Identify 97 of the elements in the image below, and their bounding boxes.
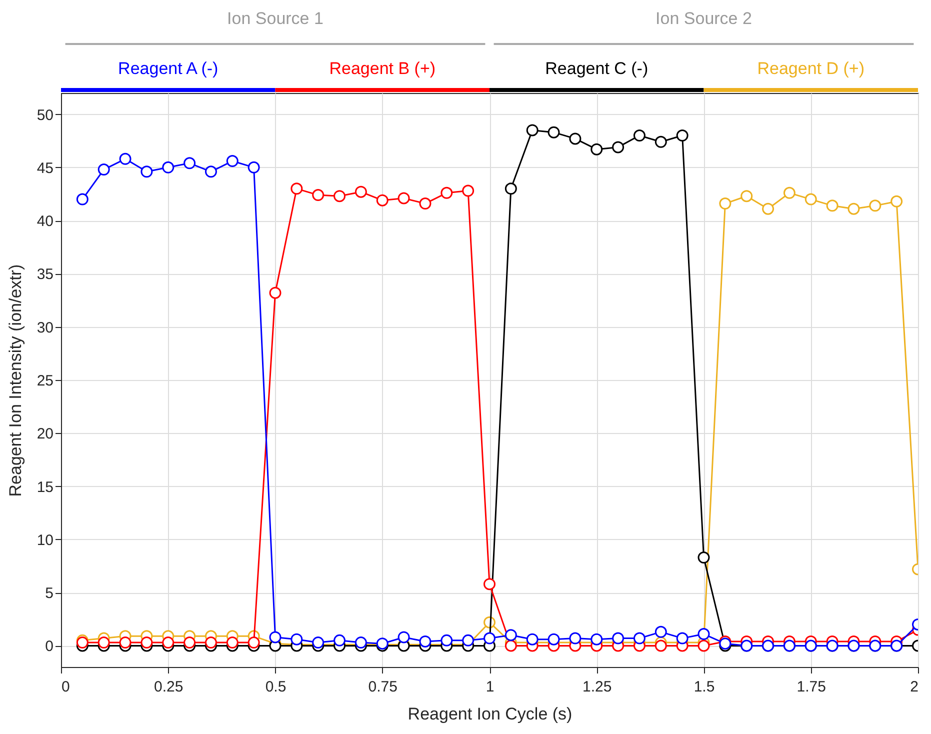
y-tick-label: 25 — [36, 372, 54, 390]
point — [698, 628, 710, 640]
point — [504, 640, 517, 652]
point — [440, 634, 453, 646]
point — [698, 640, 710, 652]
point — [569, 632, 582, 644]
x-tick-label: 2 — [910, 678, 918, 696]
y-tick-label: 5 — [45, 585, 54, 602]
point — [484, 632, 496, 644]
point — [312, 189, 324, 202]
point — [462, 184, 474, 197]
point — [204, 166, 217, 178]
point — [376, 194, 388, 206]
point — [269, 286, 282, 299]
point — [334, 634, 346, 646]
text: Reagent C (-) — [545, 59, 648, 78]
point — [140, 166, 153, 178]
point — [654, 626, 667, 638]
x-tick-label: 0.75 — [368, 678, 398, 696]
point — [354, 186, 367, 198]
point — [98, 636, 110, 649]
point — [676, 632, 688, 644]
point — [654, 640, 667, 652]
point — [440, 186, 453, 199]
y-tick-label: 35 — [36, 266, 54, 284]
point — [269, 631, 282, 644]
point — [504, 182, 517, 195]
point — [248, 636, 260, 649]
x-tick-label: 0.5 — [265, 678, 286, 696]
point — [98, 164, 110, 176]
x-tick-label: 0.25 — [154, 678, 184, 696]
point — [569, 132, 582, 145]
point — [526, 124, 538, 136]
point — [484, 578, 496, 590]
point — [140, 636, 153, 649]
point — [290, 182, 303, 195]
point — [76, 193, 88, 206]
point — [804, 193, 817, 206]
y-tick-label: 45 — [36, 160, 54, 177]
point — [184, 157, 196, 170]
point — [762, 202, 774, 215]
x-tick-label: 1.25 — [582, 678, 612, 696]
point — [590, 633, 603, 646]
point — [419, 198, 432, 210]
point — [548, 633, 560, 646]
point — [119, 152, 132, 165]
point — [612, 141, 624, 154]
point — [162, 636, 174, 649]
text: Reagent D (+) — [757, 59, 864, 78]
x-tick-label: 1 — [486, 678, 494, 696]
point — [226, 636, 238, 649]
y-tick-label: 0 — [45, 638, 54, 656]
point — [526, 633, 538, 646]
x-axis-title: Reagent Ion Cycle (s) — [408, 704, 572, 724]
point — [612, 632, 624, 644]
y-tick-label: 10 — [36, 532, 54, 549]
point — [890, 195, 903, 208]
point — [462, 634, 474, 646]
point — [398, 192, 410, 204]
y-tick-label: 30 — [36, 319, 54, 336]
point — [162, 161, 174, 174]
point — [76, 636, 88, 649]
x-tick-label: 0 — [62, 678, 70, 696]
text: Ion Source 1 — [227, 9, 324, 28]
point — [654, 136, 667, 148]
y-axis-title: Reagent Ion Intensity (ion/extr) — [6, 264, 25, 497]
point — [548, 126, 560, 138]
y-tick-label: 15 — [36, 478, 54, 496]
point — [419, 636, 432, 648]
point — [783, 186, 796, 199]
point — [869, 200, 882, 212]
point — [226, 155, 238, 168]
point — [698, 552, 710, 564]
point — [504, 629, 517, 642]
text: Reagent A (-) — [118, 59, 218, 78]
point — [826, 200, 838, 212]
y-tick-label: 40 — [36, 213, 54, 230]
point — [290, 633, 303, 646]
text: Ion Source 2 — [656, 9, 752, 28]
point — [119, 636, 132, 649]
point — [740, 190, 753, 202]
point — [633, 130, 646, 142]
point — [334, 190, 346, 202]
point — [184, 636, 196, 649]
x-tick-label: 1.5 — [694, 678, 715, 696]
point — [398, 631, 410, 644]
x-tick-label: 1.75 — [796, 678, 826, 696]
y-tick-label: 50 — [36, 106, 54, 124]
point — [719, 198, 732, 210]
text: Reagent B (+) — [329, 59, 436, 78]
y-tick-label: 20 — [36, 426, 54, 443]
point — [676, 130, 688, 142]
point — [848, 202, 860, 215]
point — [590, 143, 603, 156]
point — [204, 636, 217, 649]
point — [248, 161, 260, 174]
point — [633, 632, 646, 644]
